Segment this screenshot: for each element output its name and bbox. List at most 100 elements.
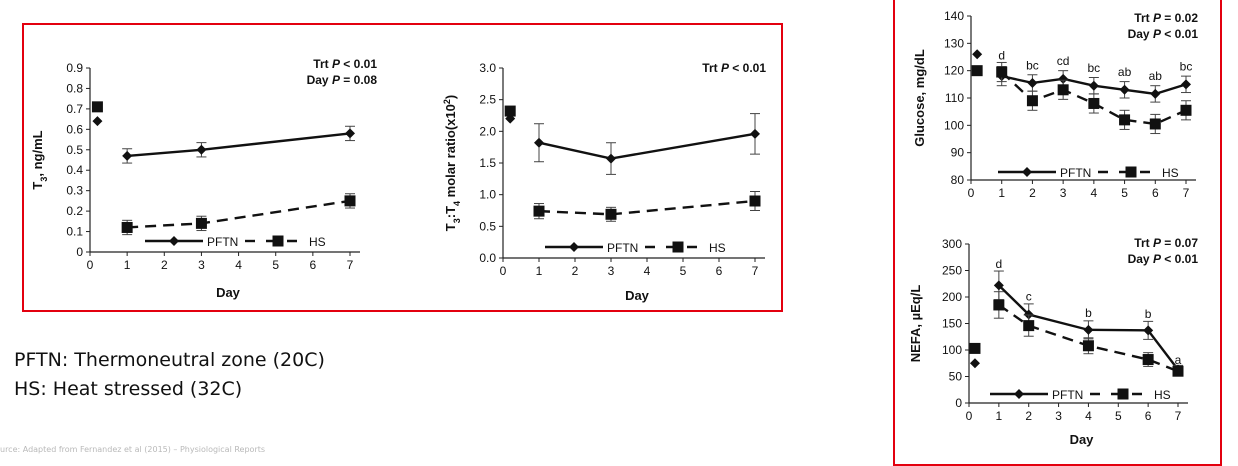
t3-legend: PFTN HS bbox=[145, 235, 326, 249]
pftn-diamond-marker bbox=[1119, 84, 1130, 95]
y-tick-label: 90 bbox=[951, 146, 965, 160]
x-axis-label: Day bbox=[216, 285, 241, 300]
pftn-diamond-marker bbox=[993, 280, 1004, 291]
hs-square-marker bbox=[996, 66, 1008, 78]
x-tick-label: 3 bbox=[608, 264, 615, 278]
legend-label-pftn: PFTN bbox=[207, 235, 238, 249]
glucose-series-hs bbox=[971, 61, 1192, 135]
legend-hs-square-marker bbox=[1125, 166, 1137, 178]
y-tick-label: 50 bbox=[949, 370, 963, 384]
note-pftn: PFTN: Thermoneutral zone (20C) bbox=[14, 349, 325, 371]
legend-notes: PFTN: Thermoneutral zone (20C) HS: Heat … bbox=[14, 346, 325, 404]
pftn-baseline-diamond-marker bbox=[92, 116, 103, 127]
x-tick-label: 7 bbox=[1175, 409, 1182, 423]
significance-annotation: Trt P < 0.01 bbox=[313, 57, 377, 71]
significance-annotation: Trt P = 0.07 bbox=[1134, 236, 1198, 250]
x-tick-label: 3 bbox=[1060, 186, 1067, 200]
significance-letter: bc bbox=[1180, 60, 1193, 74]
y-tick-label: 0.3 bbox=[66, 184, 83, 198]
x-tick-label: 5 bbox=[1115, 409, 1122, 423]
x-tick-label: 6 bbox=[1145, 409, 1152, 423]
pftn-diamond-marker bbox=[1083, 324, 1094, 335]
y-tick-label: 100 bbox=[944, 118, 964, 132]
hs-square-marker bbox=[993, 299, 1005, 311]
x-tick-label: 1 bbox=[998, 186, 1005, 200]
t3-t4-ratio-chart: 0.0 0.5 1.0 1.5 2.0 2.5 3.0 0 1 2 3 4 5 6 7 Day T3:T4 mo… bbox=[442, 61, 766, 303]
significance-annotation: Trt P < 0.01 bbox=[702, 61, 766, 75]
hs-baseline-square-marker bbox=[91, 101, 103, 113]
hs-square-marker bbox=[605, 208, 617, 220]
hs-square-marker bbox=[749, 195, 761, 207]
hs-baseline-square-marker bbox=[969, 342, 981, 354]
hs-square-marker bbox=[1026, 95, 1038, 107]
y-tick-label: 100 bbox=[942, 343, 962, 357]
legend-hs-square-marker bbox=[272, 235, 284, 247]
x-tick-label: 0 bbox=[500, 264, 507, 278]
x-tick-label: 0 bbox=[87, 258, 94, 272]
y-tick-label: 3.0 bbox=[479, 61, 496, 75]
hs-square-marker bbox=[533, 205, 545, 217]
legend-hs-square-marker bbox=[672, 241, 684, 253]
hs-baseline-square-marker bbox=[504, 105, 516, 117]
y-tick-label: 0.7 bbox=[66, 102, 83, 116]
x-tick-label: 4 bbox=[235, 258, 242, 272]
significance-letter: b bbox=[1085, 306, 1092, 320]
x-axis-label: Day bbox=[1070, 432, 1095, 447]
x-tick-label: 1 bbox=[536, 264, 543, 278]
pftn-diamond-marker bbox=[1088, 80, 1099, 91]
significance-letter: d bbox=[996, 257, 1003, 271]
x-tick-label: 0 bbox=[966, 409, 973, 423]
legend-label-hs: HS bbox=[709, 241, 726, 255]
significance-annotation: Trt P = 0.02 bbox=[1134, 11, 1198, 25]
x-tick-label: 5 bbox=[1121, 186, 1128, 200]
significance-annotation: Day P < 0.01 bbox=[1128, 252, 1199, 266]
y-tick-label: 0.1 bbox=[66, 225, 83, 239]
significance-letter: c bbox=[1026, 290, 1032, 304]
glucose-chart: 80 90 100 110 120 130 140 0 1 2 3 4 5 6 7 Glucose, mg/d… bbox=[912, 9, 1198, 200]
x-tick-label: 2 bbox=[1029, 186, 1036, 200]
ratio-legend: PFTN HS bbox=[545, 241, 726, 255]
x-tick-label: 7 bbox=[347, 258, 354, 272]
x-tick-label: 2 bbox=[161, 258, 168, 272]
hs-square-marker bbox=[1142, 354, 1154, 366]
ratio-series-pftn bbox=[505, 113, 760, 175]
nefa-axes: 0 50 100 150 200 250 300 0 1 2 3 4 5 6 7 Day NEFA, µEq/L bbox=[908, 237, 1188, 447]
x-tick-label: 6 bbox=[310, 258, 317, 272]
y-axis-label: T3, ng/mL bbox=[30, 130, 49, 189]
y-axis-label: T3:T4 molar ratio(x102) bbox=[442, 95, 462, 231]
y-tick-label: 0.5 bbox=[479, 219, 496, 233]
hs-square-marker bbox=[344, 195, 356, 207]
y-tick-label: 130 bbox=[944, 36, 964, 50]
y-tick-label: 120 bbox=[944, 64, 964, 78]
y-axis-label: NEFA, µEq/L bbox=[908, 285, 923, 363]
hs-square-marker bbox=[121, 221, 133, 233]
glucose-axes: 80 90 100 110 120 130 140 0 1 2 3 4 5 6 7 Glucose, mg/d… bbox=[912, 9, 1196, 200]
y-tick-label: 0 bbox=[955, 396, 962, 410]
y-tick-label: 250 bbox=[942, 264, 962, 278]
hs-square-marker bbox=[1119, 114, 1131, 126]
t3-series-hs bbox=[91, 101, 356, 236]
x-tick-label: 7 bbox=[1183, 186, 1190, 200]
glucose-legend: PFTN HS bbox=[998, 166, 1179, 180]
x-axis-label: Day bbox=[625, 288, 650, 303]
pftn-diamond-marker bbox=[1023, 309, 1034, 320]
legend-pftn-diamond-marker bbox=[1014, 389, 1024, 399]
y-tick-label: 1.0 bbox=[479, 188, 496, 202]
hs-square-marker bbox=[1023, 320, 1035, 332]
y-tick-label: 150 bbox=[942, 317, 962, 331]
y-axis-label: Glucose, mg/dL bbox=[912, 49, 927, 147]
y-tick-label: 2.5 bbox=[479, 93, 496, 107]
legend-label-hs: HS bbox=[1162, 166, 1179, 180]
x-tick-label: 7 bbox=[752, 264, 759, 278]
y-tick-label: 0.9 bbox=[66, 61, 83, 75]
x-tick-label: 3 bbox=[198, 258, 205, 272]
pftn-diamond-marker bbox=[122, 150, 133, 161]
legend-pftn-diamond-marker bbox=[169, 236, 179, 246]
legend-pftn-diamond-marker bbox=[569, 242, 579, 252]
hs-square-marker bbox=[1088, 97, 1100, 109]
significance-letter: d bbox=[998, 49, 1005, 63]
x-tick-label: 1 bbox=[996, 409, 1003, 423]
t3-chart: 0 0.1 0.2 0.3 0.4 0.5 0.6 0.7 0.8 0.9 0 1 2 3 4 5 6 7 Day T… bbox=[30, 57, 377, 300]
y-tick-label: 200 bbox=[942, 290, 962, 304]
y-tick-label: 140 bbox=[944, 9, 964, 23]
